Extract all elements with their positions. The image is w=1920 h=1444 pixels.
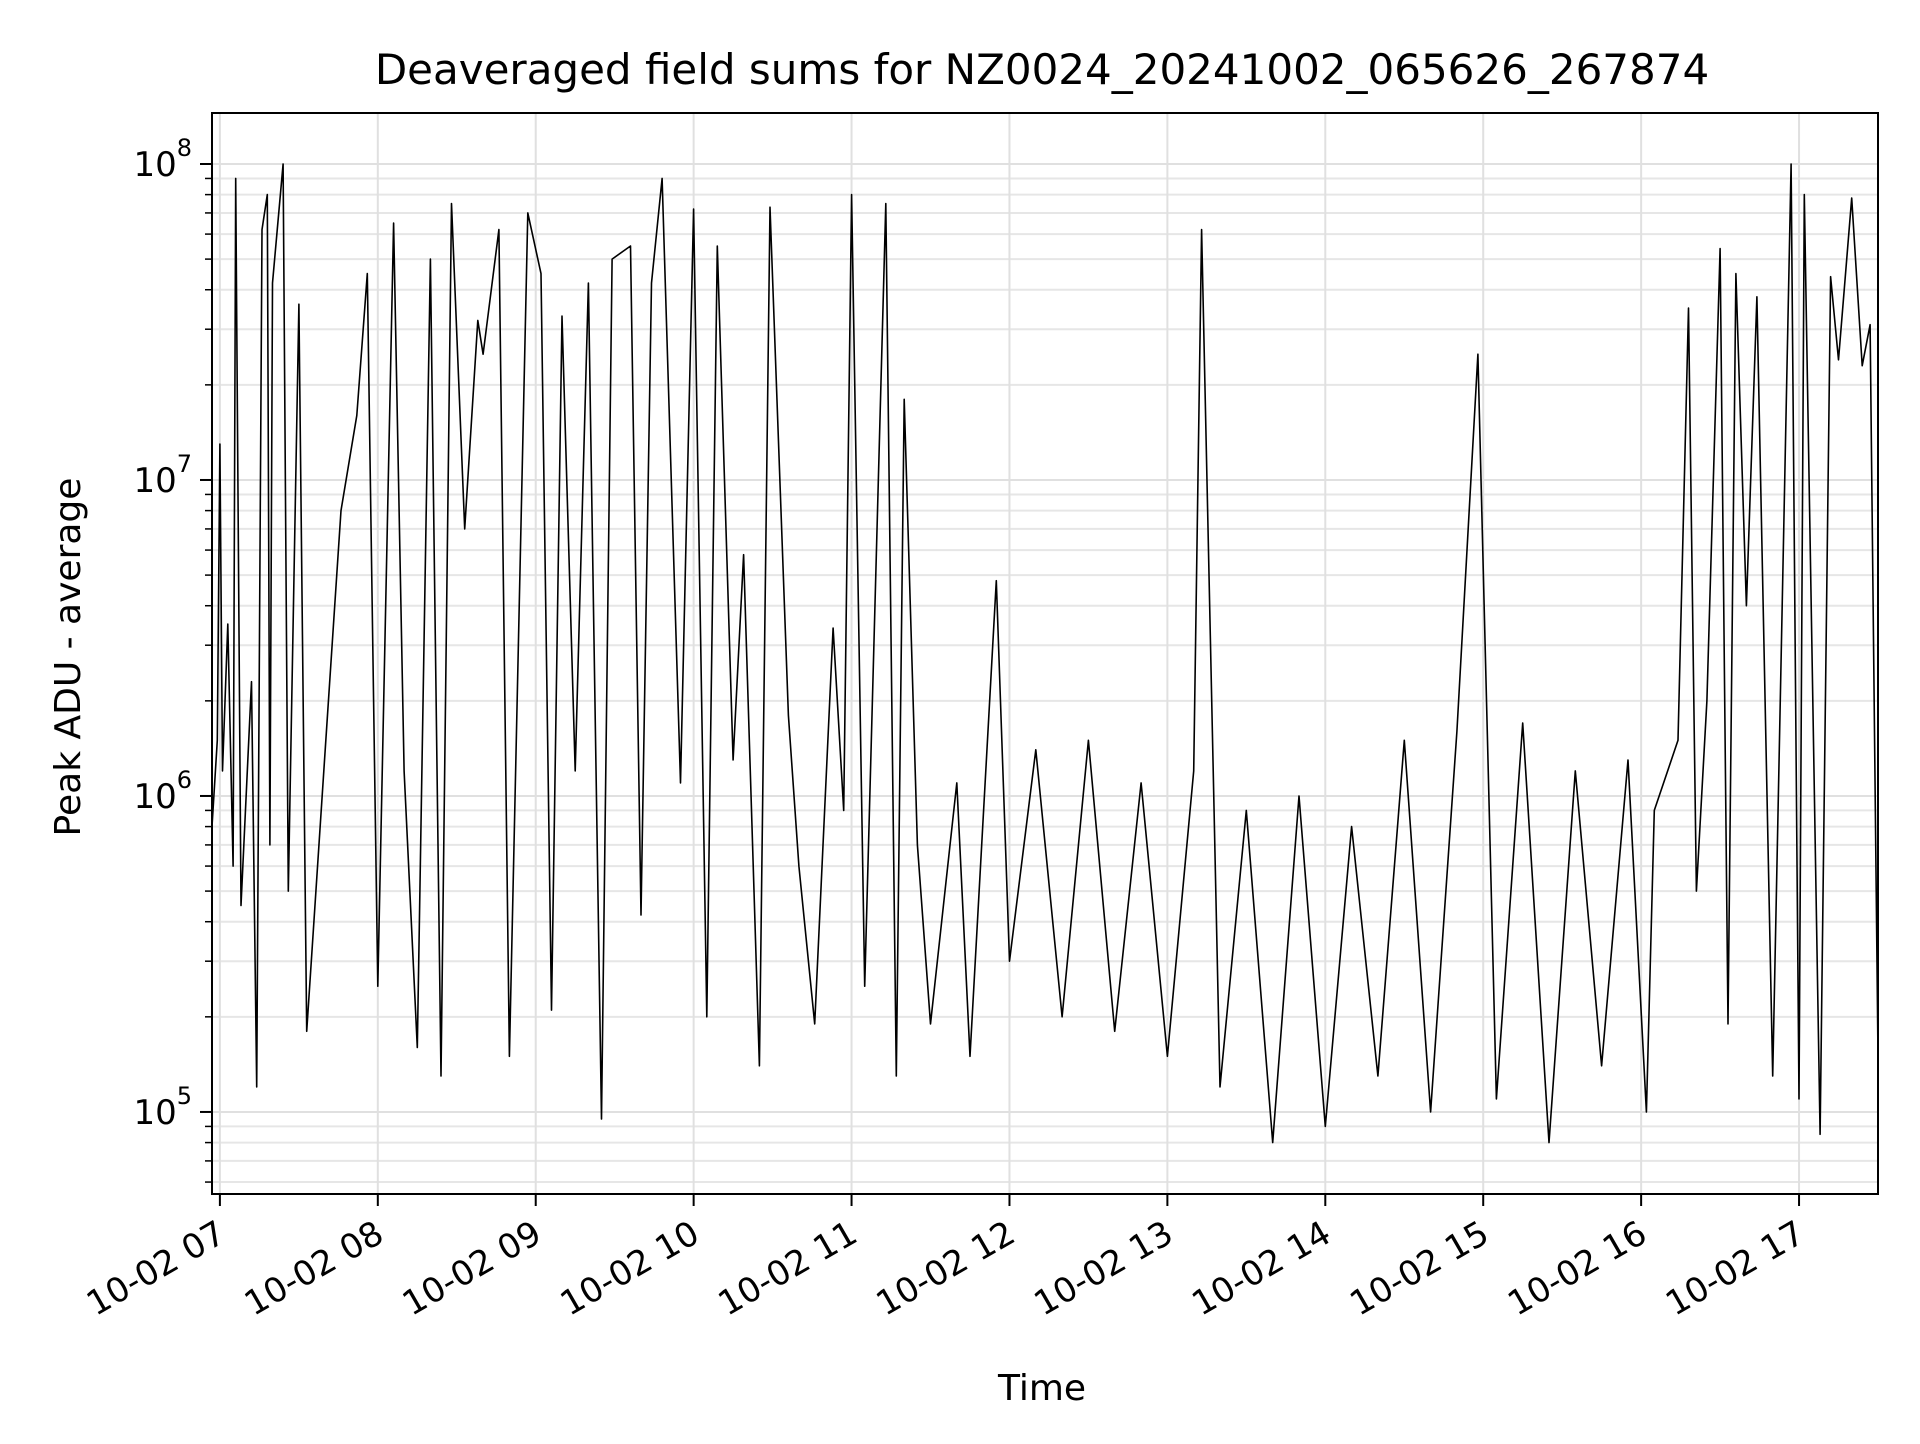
y-tick-label-base: 10 <box>133 1093 176 1133</box>
plot-frame <box>211 112 1879 1195</box>
y-tick-label: 108 <box>133 134 192 185</box>
y-tick-label-base: 10 <box>133 461 176 501</box>
y-tick-label: 105 <box>133 1082 192 1133</box>
y-tick-label-base: 10 <box>133 777 176 817</box>
series-layer <box>211 163 1879 1144</box>
y-tick-label: 106 <box>133 766 192 817</box>
series-line <box>211 163 1879 1144</box>
y-tick-label: 107 <box>133 450 192 501</box>
y-tick-label-exponent: 7 <box>177 450 192 478</box>
y-tick-label-exponent: 8 <box>177 134 192 162</box>
chart-title: Deaveraged field sums for NZ0024_2024100… <box>375 45 1709 94</box>
y-tick-label-exponent: 6 <box>177 766 192 794</box>
x-axis-label: Time <box>997 1368 1086 1409</box>
y-tick-label-base: 10 <box>133 145 176 185</box>
y-axis-label: Peak ADU - average <box>48 478 89 837</box>
y-tick-label-exponent: 5 <box>177 1082 192 1110</box>
